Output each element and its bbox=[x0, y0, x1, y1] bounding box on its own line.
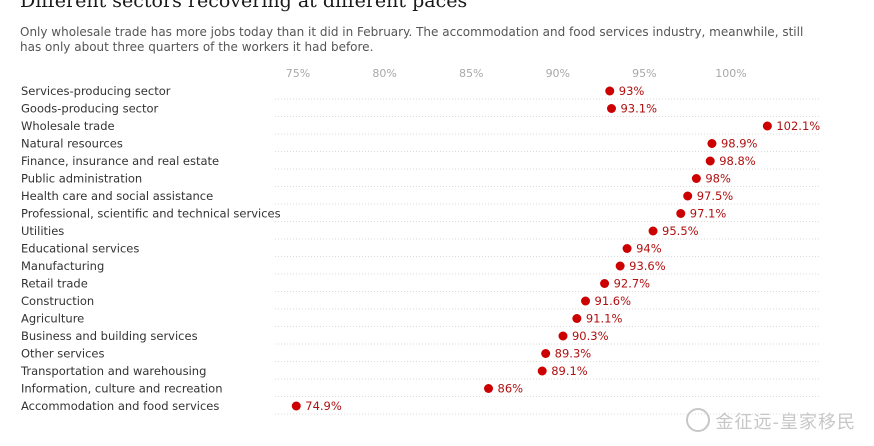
category-label: Manufacturing bbox=[21, 259, 104, 273]
category-label: Retail trade bbox=[21, 277, 88, 291]
data-point bbox=[707, 139, 717, 148]
x-tick-label: 80% bbox=[372, 67, 396, 80]
category-label: Professional, scientific and technical s… bbox=[21, 207, 281, 221]
category-label: Accommodation and food services bbox=[21, 399, 219, 413]
category-label: Agriculture bbox=[21, 312, 84, 326]
category-label: Goods-producing sector bbox=[21, 102, 159, 116]
data-label: 93% bbox=[619, 84, 645, 98]
data-point bbox=[537, 366, 547, 376]
data-label: 95.5% bbox=[662, 224, 699, 238]
data-label: 93.6% bbox=[629, 259, 666, 273]
data-label: 93.1% bbox=[620, 102, 657, 116]
data-label: 98.9% bbox=[721, 137, 758, 151]
data-label: 92.7% bbox=[614, 277, 651, 291]
data-label: 74.9% bbox=[305, 399, 342, 413]
x-tick-label: 85% bbox=[459, 67, 483, 80]
data-point bbox=[291, 401, 301, 411]
wechat-logo-icon bbox=[685, 408, 710, 432]
data-point bbox=[705, 156, 715, 166]
data-point bbox=[615, 261, 625, 271]
category-label: Natural resources bbox=[21, 137, 123, 151]
data-label: 86% bbox=[498, 382, 524, 396]
watermark-text: 金征远-皇家移民 bbox=[715, 412, 856, 433]
data-label: 89.3% bbox=[555, 347, 592, 361]
data-label: 102.1% bbox=[776, 119, 820, 133]
data-point bbox=[648, 226, 658, 236]
category-label: Construction bbox=[21, 294, 94, 308]
data-label: 90.3% bbox=[572, 329, 609, 343]
data-point bbox=[558, 331, 568, 341]
data-label: 97.5% bbox=[697, 189, 734, 203]
data-label: 91.6% bbox=[595, 294, 632, 308]
category-label: Educational services bbox=[21, 242, 139, 256]
x-tick-label: 95% bbox=[632, 67, 656, 80]
data-point bbox=[581, 296, 591, 306]
data-point bbox=[606, 104, 616, 113]
data-label: 94% bbox=[636, 242, 662, 256]
x-tick-label: 75% bbox=[286, 67, 310, 80]
category-label: Information, culture and recreation bbox=[21, 382, 222, 396]
category-label: Other services bbox=[21, 347, 105, 361]
category-label: Business and building services bbox=[21, 329, 198, 343]
chart-subtitle: Only wholesale trade has more jobs today… bbox=[20, 25, 804, 54]
data-label: 89.1% bbox=[551, 364, 588, 378]
data-point bbox=[572, 314, 582, 323]
category-label: Transportation and warehousing bbox=[20, 364, 206, 378]
data-point bbox=[691, 174, 701, 183]
data-label: 98% bbox=[705, 172, 731, 186]
category-label: Health care and social assistance bbox=[21, 189, 213, 203]
category-label: Wholesale trade bbox=[21, 119, 115, 133]
data-point bbox=[683, 191, 693, 201]
data-point bbox=[676, 209, 686, 218]
data-label: 97.1% bbox=[690, 207, 727, 221]
category-label: Finance, insurance and real estate bbox=[21, 154, 219, 168]
category-label: Utilities bbox=[21, 224, 64, 238]
x-tick-label: 100% bbox=[715, 67, 746, 80]
data-point bbox=[762, 121, 772, 131]
data-point bbox=[484, 384, 494, 393]
category-label: Services-producing sector bbox=[21, 84, 171, 98]
data-point bbox=[622, 244, 632, 253]
data-label: 91.1% bbox=[586, 312, 623, 326]
watermark: 金征远-皇家移民 bbox=[685, 408, 857, 434]
chart-title: Different sectors recovering at differen… bbox=[20, 0, 468, 12]
x-tick-label: 90% bbox=[546, 67, 570, 80]
data-point bbox=[605, 86, 615, 96]
data-point bbox=[541, 349, 551, 358]
category-label: Public administration bbox=[21, 172, 142, 186]
data-point bbox=[600, 279, 610, 288]
data-label: 98.8% bbox=[719, 154, 756, 168]
